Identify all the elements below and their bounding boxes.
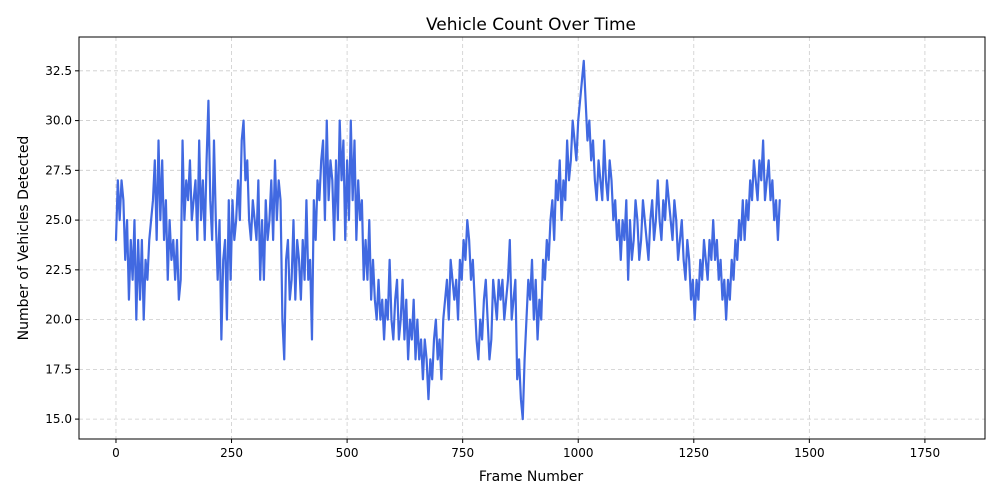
- y-tick-label: 22.5: [45, 263, 72, 277]
- series-line: [114, 59, 781, 421]
- y-tick-label: 15.0: [45, 412, 72, 426]
- plot-frame: [78, 36, 986, 440]
- y-tick-label: 27.5: [45, 163, 72, 177]
- gridlines: [79, 37, 985, 439]
- y-tick-label: 25.0: [45, 213, 72, 227]
- y-tick-label: 20.0: [45, 313, 72, 327]
- y-axis-label: Number of Vehicles Detected: [16, 136, 32, 341]
- x-tick-label: 1250: [679, 446, 710, 460]
- x-tick-label: 250: [220, 446, 243, 460]
- x-tick-label: 0: [112, 446, 120, 460]
- x-tick-label: 1000: [563, 446, 594, 460]
- series-line-group: [114, 59, 781, 421]
- x-axis-label: Frame Number: [479, 469, 584, 485]
- y-tick-label: 17.5: [45, 362, 72, 376]
- y-tick-label: 30.0: [45, 114, 72, 128]
- y-axis-ticks: 15.0 17.5 20.0 22.5 25.0 27.5 30.0 32.5: [45, 64, 79, 426]
- x-tick-label: 1500: [794, 446, 825, 460]
- x-tick-label: 1750: [910, 446, 941, 460]
- x-tick-label: 750: [451, 446, 474, 460]
- x-tick-label: 500: [336, 446, 359, 460]
- x-axis-ticks: 0 250 500 750 1000 1250 1500 1750: [112, 439, 940, 460]
- y-tick-label: 32.5: [45, 64, 72, 78]
- chart-title: Vehicle Count Over Time: [426, 15, 636, 35]
